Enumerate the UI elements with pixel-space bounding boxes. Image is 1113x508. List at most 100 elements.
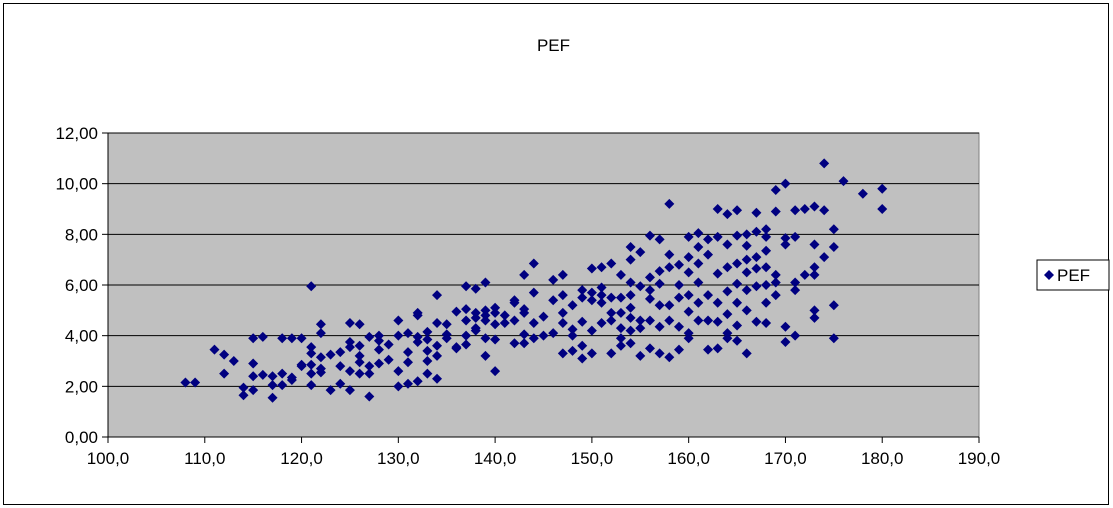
data-point <box>838 176 849 187</box>
data-point <box>344 318 355 328</box>
data-point <box>615 269 626 280</box>
data-point <box>403 328 414 339</box>
data-point <box>451 306 462 317</box>
data-point <box>664 262 675 273</box>
data-point <box>780 321 791 332</box>
data-point <box>664 249 675 260</box>
data-point <box>248 358 259 369</box>
data-point <box>664 300 675 311</box>
y-tick-label: 4,00 <box>65 327 98 346</box>
data-point <box>480 310 491 321</box>
data-point <box>499 310 510 321</box>
data-point <box>470 325 481 336</box>
data-point <box>790 277 801 288</box>
data-point <box>722 333 733 344</box>
data-point <box>712 343 723 354</box>
data-point <box>809 312 820 323</box>
data-point <box>306 380 317 391</box>
data-point <box>490 334 501 345</box>
data-point <box>732 320 743 331</box>
axes <box>107 133 980 443</box>
data-point <box>422 356 433 366</box>
data-point <box>364 361 375 372</box>
data-point <box>693 228 704 239</box>
x-tick-label: 170,0 <box>764 449 807 468</box>
data-point <box>335 347 346 358</box>
data-point <box>644 230 655 241</box>
data-point <box>673 344 684 355</box>
data-point <box>761 262 772 273</box>
data-point <box>393 315 404 326</box>
data-point <box>799 204 810 214</box>
data-point <box>209 344 220 355</box>
data-point <box>412 337 423 347</box>
data-point <box>306 348 317 359</box>
data-point <box>664 315 675 326</box>
data-point <box>432 318 443 328</box>
data-point <box>828 224 839 235</box>
data-point <box>393 381 404 392</box>
data-point <box>373 330 384 341</box>
x-tick-label: 120,0 <box>280 449 323 468</box>
data-point <box>693 315 704 326</box>
data-point <box>596 262 607 273</box>
data-point <box>683 231 694 242</box>
data-point <box>673 292 684 303</box>
data-point <box>615 323 626 334</box>
data-point <box>635 281 646 292</box>
data-point <box>780 337 791 347</box>
data-point <box>615 292 626 303</box>
data-point <box>722 262 733 273</box>
data-point <box>267 371 278 382</box>
data-point <box>741 285 752 296</box>
data-point <box>470 283 481 294</box>
data-point <box>180 377 191 388</box>
data-point <box>480 350 491 361</box>
data-point <box>712 268 723 279</box>
data-point <box>703 315 714 326</box>
data-point <box>267 392 278 403</box>
y-tick-label: 6,00 <box>65 276 98 295</box>
data-point <box>219 349 230 360</box>
data-point <box>703 344 714 355</box>
data-point <box>373 335 384 346</box>
data-point <box>296 359 307 370</box>
data-point <box>490 302 501 313</box>
data-point <box>819 252 830 263</box>
data-point <box>577 316 588 327</box>
data-point <box>712 231 723 242</box>
data-point <box>857 188 868 199</box>
y-tick-label: 0,00 <box>65 428 98 447</box>
data-point <box>828 333 839 344</box>
legend-diamond-icon <box>1044 270 1054 280</box>
data-point <box>644 343 655 354</box>
data-point <box>315 352 326 363</box>
data-point <box>586 263 597 274</box>
data-point <box>509 295 520 306</box>
data-point <box>751 207 762 218</box>
data-point <box>344 337 355 347</box>
data-point <box>335 378 346 389</box>
data-point <box>480 333 491 344</box>
data-point <box>809 201 820 212</box>
data-point <box>432 373 443 384</box>
data-point <box>703 290 714 301</box>
data-point <box>741 229 752 240</box>
x-tick-label: 100,0 <box>87 449 130 468</box>
data-point <box>586 325 597 336</box>
data-point <box>461 304 472 315</box>
data-point <box>625 338 636 349</box>
data-point <box>490 366 501 377</box>
data-point <box>761 297 772 308</box>
chart-frame: 0,00 2,00 4,00 6,00 8,00 10,00 12,00 100,0 110,… <box>3 3 1110 505</box>
data-point <box>625 277 636 288</box>
y-tick-label: 10,00 <box>55 175 98 194</box>
x-tick-labels: 100,0 110,0 120,0 130,0 140,0 150,0 160,0 170,0… <box>87 449 1001 468</box>
data-point <box>586 348 597 359</box>
data-point <box>577 292 588 303</box>
y-tick-label: 8,00 <box>65 225 98 244</box>
data-point <box>422 326 433 337</box>
data-point <box>761 245 772 256</box>
data-point <box>296 333 307 344</box>
data-point <box>606 315 617 326</box>
